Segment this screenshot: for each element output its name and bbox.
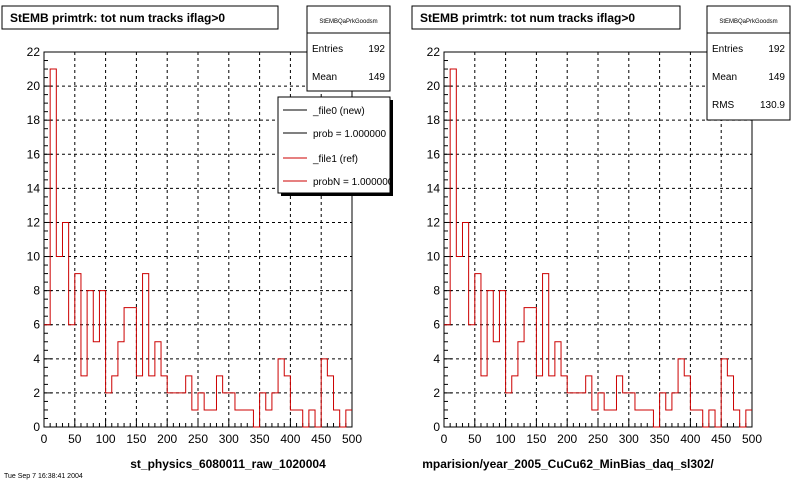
x-tick-label: 150 xyxy=(526,432,546,446)
y-tick-label: 12 xyxy=(427,215,441,229)
x-tick-label: 350 xyxy=(250,432,270,446)
svg-text:_file0 (new): _file0 (new) xyxy=(312,106,365,117)
right-stats-name: StEMBQaPrkGoodsm xyxy=(719,19,777,25)
y-tick-label: 20 xyxy=(427,79,441,93)
x-tick-label: 300 xyxy=(219,432,239,446)
x-tick-label: 0 xyxy=(441,432,448,446)
y-tick-label: 14 xyxy=(427,181,441,195)
svg-text:prob = 1.000000: prob = 1.000000 xyxy=(313,129,387,140)
y-tick-label: 16 xyxy=(27,147,41,161)
left-title-box: StEMB primtrk: tot num tracks iflag>0 xyxy=(1,5,279,30)
x-tick-label: 400 xyxy=(280,432,300,446)
y-tick-label: 22 xyxy=(27,45,41,59)
right-stats-mean-label: Mean xyxy=(712,72,737,83)
x-tick-label: 250 xyxy=(188,432,208,446)
y-tick-label: 4 xyxy=(433,352,440,366)
svg-text:_file1 (ref): _file1 (ref) xyxy=(312,154,358,165)
left-legend-box: _file0 (new) prob = 1.000000 _file1 (ref… xyxy=(277,96,394,196)
y-tick-label: 8 xyxy=(33,284,40,298)
y-tick-label: 4 xyxy=(33,352,40,366)
y-tick-label: 20 xyxy=(27,79,41,93)
right-stats-entries-value: 192 xyxy=(768,44,785,55)
right-stats-entries-label: Entries xyxy=(712,44,743,55)
right-title-box: StEMB primtrk: tot num tracks iflag>0 xyxy=(411,5,681,30)
legend-entry-file0: _file0 (new) xyxy=(283,106,365,117)
right-stats-mean-value: 149 xyxy=(768,72,785,83)
y-tick-label: 10 xyxy=(27,250,41,264)
y-tick-label: 6 xyxy=(433,318,440,332)
left-stats-mean-label: Mean xyxy=(312,72,337,83)
x-tick-label: 50 xyxy=(468,432,482,446)
y-tick-label: 18 xyxy=(27,113,41,127)
x-tick-label: 150 xyxy=(126,432,146,446)
left-stats-mean-value: 149 xyxy=(368,72,385,83)
y-tick-label: 18 xyxy=(427,113,441,127)
x-tick-label: 400 xyxy=(680,432,700,446)
y-tick-label: 22 xyxy=(427,45,441,59)
right-x-axis-label: mparision/year_2005_CuCu62_MinBias_daq_s… xyxy=(422,457,714,471)
right-title: StEMB primtrk: tot num tracks iflag>0 xyxy=(420,11,635,25)
x-tick-label: 0 xyxy=(41,432,48,446)
y-tick-label: 12 xyxy=(27,215,41,229)
svg-text:probN = 1.000000: probN = 1.000000 xyxy=(313,177,394,188)
right-stats-rms-value: 130.9 xyxy=(760,100,785,111)
x-tick-label: 300 xyxy=(619,432,639,446)
y-tick-label: 10 xyxy=(427,250,441,264)
y-tick-label: 2 xyxy=(33,386,40,400)
y-tick-label: 2 xyxy=(433,386,440,400)
left-stats-box: StEMBQaPrkGoodsm Entries 192 Mean 149 xyxy=(306,5,391,92)
x-tick-label: 100 xyxy=(96,432,116,446)
left-title: StEMB primtrk: tot num tracks iflag>0 xyxy=(10,11,225,25)
left-plot-area: 0 50 100 150 200 250 300 350 400 450 500 0 2 4 6 8 10 12 1… xyxy=(27,45,363,446)
right-stats-box: StEMBQaPrkGoodsm Entries 192 Mean 149 RM… xyxy=(706,5,791,121)
right-histogram-panel: 0 50 100 150 200 250 300 350 400 450 500 0 2 4 6 8 10 12 1… xyxy=(411,5,791,471)
x-tick-label: 450 xyxy=(711,432,731,446)
left-stats-name: StEMBQaPrkGoodsm xyxy=(319,19,377,25)
x-tick-label: 100 xyxy=(496,432,516,446)
x-tick-label: 450 xyxy=(311,432,331,446)
x-tick-label: 50 xyxy=(68,432,82,446)
x-tick-label: 500 xyxy=(742,432,762,446)
legend-entry-file1: _file1 (ref) xyxy=(283,154,358,165)
x-tick-label: 500 xyxy=(342,432,362,446)
x-tick-label: 200 xyxy=(157,432,177,446)
left-histogram-panel: 0 50 100 150 200 250 300 350 400 450 500 0 2 4 6 8 10 12 1… xyxy=(1,5,394,471)
y-tick-label: 0 xyxy=(433,420,440,434)
right-plot-area: 0 50 100 150 200 250 300 350 400 450 500 0 2 4 6 8 10 12 1… xyxy=(427,45,763,446)
histogram-line xyxy=(44,68,352,428)
histogram-line xyxy=(444,68,752,428)
y-tick-label: 8 xyxy=(433,284,440,298)
right-stats-rms-label: RMS xyxy=(712,100,735,111)
y-tick-label: 6 xyxy=(33,318,40,332)
legend-entry-prob: prob = 1.000000 xyxy=(283,129,387,140)
left-stats-entries-value: 192 xyxy=(368,44,385,55)
x-tick-label: 350 xyxy=(650,432,670,446)
y-tick-label: 14 xyxy=(27,181,41,195)
left-stats-entries-label: Entries xyxy=(312,44,343,55)
x-tick-label: 250 xyxy=(588,432,608,446)
left-x-axis-label: st_physics_6080011_raw_1020004 xyxy=(130,457,326,471)
footer-timestamp: Tue Sep 7 16:38:41 2004 xyxy=(4,473,83,480)
y-tick-label: 0 xyxy=(33,420,40,434)
x-tick-label: 200 xyxy=(557,432,577,446)
y-tick-label: 16 xyxy=(427,147,441,161)
legend-entry-probn: probN = 1.000000 xyxy=(283,177,394,188)
